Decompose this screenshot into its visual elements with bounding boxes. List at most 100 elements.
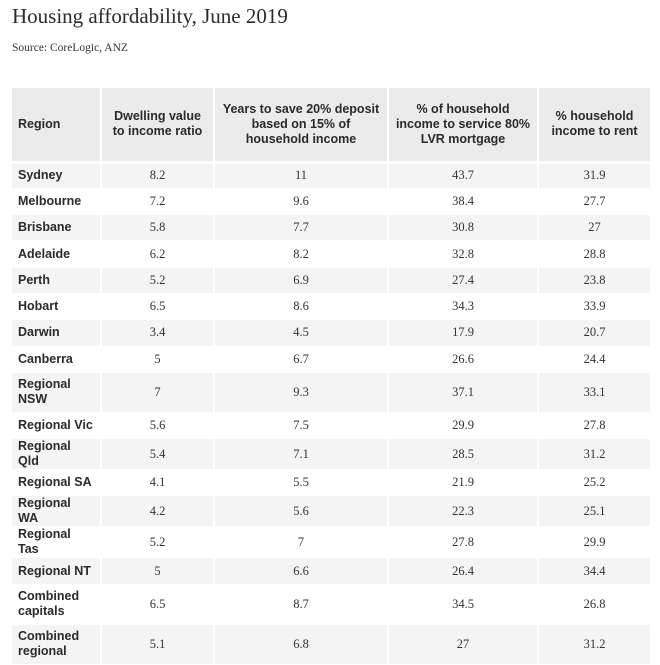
region-cell: Darwin bbox=[12, 319, 102, 347]
table-row: Regional Tas 5.2 7 27.8 29.9 bbox=[12, 526, 650, 559]
mortgage-share-cell: 32.8 bbox=[388, 240, 539, 268]
rent-share-cell: 27.8 bbox=[538, 412, 650, 440]
years-to-save-cell: 6.6 bbox=[214, 557, 389, 585]
table-row: Regional Vic 5.6 7.5 29.9 27.8 bbox=[12, 412, 650, 440]
table-header-row: Region Dwelling value to income ratio Ye… bbox=[12, 88, 650, 164]
rent-share-cell: 24.4 bbox=[538, 346, 650, 373]
years-to-save-cell: 7.1 bbox=[214, 438, 389, 471]
rent-share-cell: 33.1 bbox=[538, 372, 650, 413]
region-cell: Regional Vic bbox=[12, 412, 102, 440]
region-cell: Combined capitals bbox=[12, 584, 102, 625]
table-body: Sydney 8.2 11 43.7 31.9 Melbourne 7.2 9.6 38.4 27… bbox=[12, 162, 650, 665]
mortgage-share-cell: 34.3 bbox=[388, 293, 539, 321]
mortgage-share-cell: 21.9 bbox=[388, 469, 539, 497]
dwelling-ratio-cell: 5.2 bbox=[101, 267, 215, 294]
dwelling-ratio-cell: 5.6 bbox=[101, 412, 215, 440]
region-cell: Brisbane bbox=[12, 214, 102, 242]
region-cell: Regional Tas bbox=[12, 526, 102, 559]
mortgage-share-cell: 27.4 bbox=[388, 267, 539, 294]
table-row: Combined capitals 6.5 8.7 34.5 26.8 bbox=[12, 584, 650, 625]
mortgage-share-cell: 37.1 bbox=[388, 372, 539, 413]
years-to-save-cell: 7.7 bbox=[214, 214, 389, 242]
source-note: Source: CoreLogic, ANZ bbox=[12, 42, 128, 54]
table-row: Brisbane 5.8 7.7 30.8 27 bbox=[12, 214, 650, 242]
table-row: Canberra 5 6.7 26.6 24.4 bbox=[12, 346, 650, 373]
dwelling-ratio-cell: 7.2 bbox=[101, 188, 215, 216]
table-row: Regional WA 4.2 5.6 22.3 25.1 bbox=[12, 495, 650, 528]
mortgage-share-cell: 38.4 bbox=[388, 188, 539, 216]
dwelling-ratio-cell: 4.2 bbox=[101, 495, 215, 528]
dwelling-ratio-cell: 6.5 bbox=[101, 584, 215, 625]
region-cell: Perth bbox=[12, 267, 102, 294]
mortgage-share-cell: 17.9 bbox=[388, 319, 539, 347]
mortgage-share-cell: 26.6 bbox=[388, 346, 539, 373]
years-to-save-cell: 9.6 bbox=[214, 188, 389, 216]
table-row: Adelaide 6.2 8.2 32.8 28.8 bbox=[12, 240, 650, 268]
years-to-save-cell: 5.5 bbox=[214, 469, 389, 497]
table-row: Regional SA 4.1 5.5 21.9 25.2 bbox=[12, 469, 650, 497]
dwelling-ratio-cell: 8.2 bbox=[101, 162, 215, 189]
mortgage-share-cell: 27 bbox=[388, 624, 539, 665]
column-header-mortgage-share: % of household income to service 80% LVR… bbox=[388, 88, 539, 164]
region-cell: Sydney bbox=[12, 162, 102, 189]
table-row: Combined regional 5.1 6.8 27 31.2 bbox=[12, 624, 650, 665]
years-to-save-cell: 5.6 bbox=[214, 495, 389, 528]
dwelling-ratio-cell: 5.4 bbox=[101, 438, 215, 471]
rent-share-cell: 33.9 bbox=[538, 293, 650, 321]
region-cell: Regional WA bbox=[12, 495, 102, 528]
rent-share-cell: 31.2 bbox=[538, 624, 650, 665]
column-header-rent-share: % household income to rent bbox=[538, 88, 650, 164]
mortgage-share-cell: 22.3 bbox=[388, 495, 539, 528]
years-to-save-cell: 8.2 bbox=[214, 240, 389, 268]
table-row: Darwin 3.4 4.5 17.9 20.7 bbox=[12, 319, 650, 347]
mortgage-share-cell: 26.4 bbox=[388, 557, 539, 585]
region-cell: Adelaide bbox=[12, 240, 102, 268]
years-to-save-cell: 6.9 bbox=[214, 267, 389, 294]
rent-share-cell: 25.2 bbox=[538, 469, 650, 497]
dwelling-ratio-cell: 6.5 bbox=[101, 293, 215, 321]
region-cell: Regional NSW bbox=[12, 372, 102, 413]
dwelling-ratio-cell: 7 bbox=[101, 372, 215, 413]
years-to-save-cell: 6.7 bbox=[214, 346, 389, 373]
rent-share-cell: 31.2 bbox=[538, 438, 650, 471]
dwelling-ratio-cell: 5.8 bbox=[101, 214, 215, 242]
years-to-save-cell: 4.5 bbox=[214, 319, 389, 347]
table-row: Hobart 6.5 8.6 34.3 33.9 bbox=[12, 293, 650, 321]
column-header-dwelling-ratio: Dwelling value to income ratio bbox=[101, 88, 215, 164]
mortgage-share-cell: 43.7 bbox=[388, 162, 539, 189]
years-to-save-cell: 8.6 bbox=[214, 293, 389, 321]
dwelling-ratio-cell: 3.4 bbox=[101, 319, 215, 347]
rent-share-cell: 34.4 bbox=[538, 557, 650, 585]
affordability-table: Region Dwelling value to income ratio Ye… bbox=[12, 88, 650, 665]
mortgage-share-cell: 30.8 bbox=[388, 214, 539, 242]
rent-share-cell: 28.8 bbox=[538, 240, 650, 268]
rent-share-cell: 20.7 bbox=[538, 319, 650, 347]
mortgage-share-cell: 34.5 bbox=[388, 584, 539, 625]
dwelling-ratio-cell: 5.1 bbox=[101, 624, 215, 665]
dwelling-ratio-cell: 4.1 bbox=[101, 469, 215, 497]
region-cell: Regional Qld bbox=[12, 438, 102, 471]
region-cell: Melbourne bbox=[12, 188, 102, 216]
years-to-save-cell: 7.5 bbox=[214, 412, 389, 440]
mortgage-share-cell: 28.5 bbox=[388, 438, 539, 471]
column-header-region: Region bbox=[12, 88, 102, 164]
table-row: Melbourne 7.2 9.6 38.4 27.7 bbox=[12, 188, 650, 216]
rent-share-cell: 26.8 bbox=[538, 584, 650, 625]
years-to-save-cell: 6.8 bbox=[214, 624, 389, 665]
table-row: Sydney 8.2 11 43.7 31.9 bbox=[12, 162, 650, 189]
region-cell: Regional SA bbox=[12, 469, 102, 497]
years-to-save-cell: 9.3 bbox=[214, 372, 389, 413]
table-row: Perth 5.2 6.9 27.4 23.8 bbox=[12, 267, 650, 294]
table-row: Regional Qld 5.4 7.1 28.5 31.2 bbox=[12, 438, 650, 471]
years-to-save-cell: 11 bbox=[214, 162, 389, 189]
mortgage-share-cell: 27.8 bbox=[388, 526, 539, 559]
dwelling-ratio-cell: 5.2 bbox=[101, 526, 215, 559]
page-title: Housing affordability, June 2019 bbox=[12, 4, 288, 28]
dwelling-ratio-cell: 5 bbox=[101, 557, 215, 585]
rent-share-cell: 27 bbox=[538, 214, 650, 242]
rent-share-cell: 29.9 bbox=[538, 526, 650, 559]
mortgage-share-cell: 29.9 bbox=[388, 412, 539, 440]
table-row: Regional NT 5 6.6 26.4 34.4 bbox=[12, 557, 650, 585]
years-to-save-cell: 8.7 bbox=[214, 584, 389, 625]
region-cell: Combined regional bbox=[12, 624, 102, 665]
